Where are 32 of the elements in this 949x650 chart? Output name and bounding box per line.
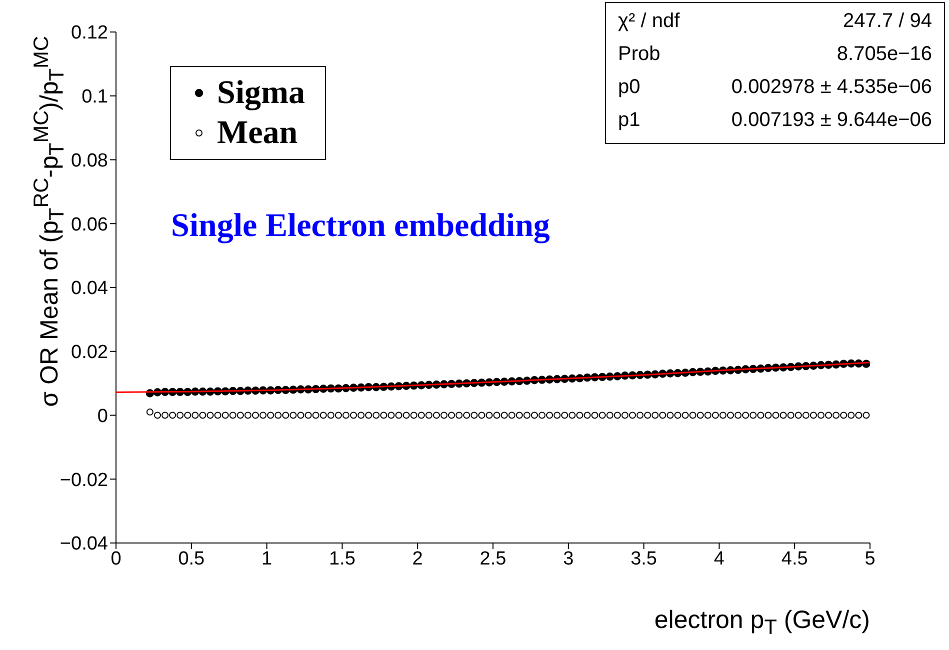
x-axis-title: electron p$_{T}$ (GeV/c) [654,606,870,640]
x-tick-label: 2 [412,548,423,570]
legend-label: Sigma [217,74,306,112]
y-tick-label: −0.02 [60,470,108,491]
x-tick-label: 0 [110,548,122,570]
x-tick-label: 4.5 [781,548,808,570]
annotation: 247.7 / 94 [843,10,932,34]
legend-label: Mean [217,114,298,152]
x-tick-label: 3 [563,548,574,570]
annotation: 0.007193 ± 9.644e−06 [731,109,932,133]
x-tick-label: 3.5 [630,548,658,570]
y-tick-label: 0.02 [71,342,108,364]
y-tick-label: 0.1 [82,86,108,108]
y-tick-label: 0 [97,406,108,427]
x-tick-label: 5 [864,548,876,570]
x-tick-label: 1 [262,548,272,570]
x-tick-label: 1.5 [328,548,356,570]
y-tick-label: 0.12 [71,22,108,44]
y-tick-label: −0.04 [60,534,108,555]
x-tick-label: 0.5 [178,548,205,570]
annotation: p0 [618,76,640,100]
y-tick-label: 0.06 [71,214,108,236]
annotation: Prob [618,43,660,67]
y-tick-label: 0.04 [71,278,108,300]
x-tick-label: 4 [714,548,725,570]
y-tick-label: 0.08 [71,150,108,172]
annotation: 0.002978 ± 4.535e−06 [731,76,932,100]
annotation: 8.705e−16 [836,43,932,67]
annotation: χ² / ndf [618,10,680,34]
x-tick-label: 2.5 [480,548,506,570]
annotation: Single Electron embedding [171,208,550,245]
annotation: p1 [618,109,640,133]
